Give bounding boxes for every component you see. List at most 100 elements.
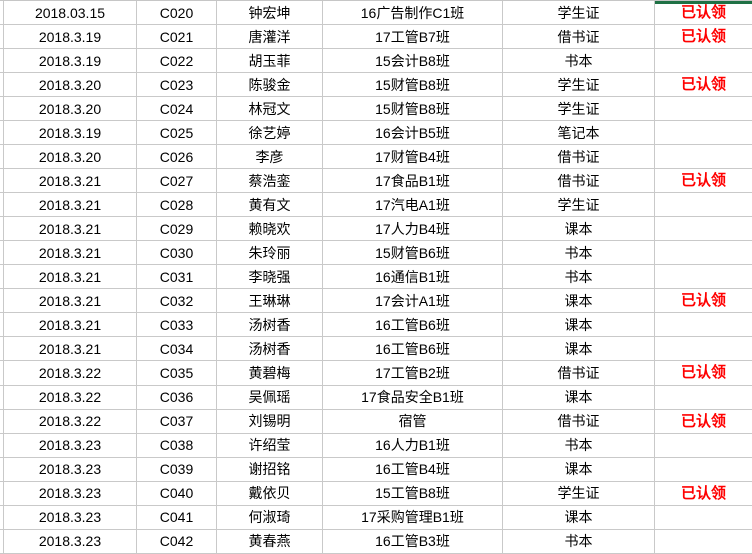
cell-name[interactable]: 钟宏坤 bbox=[217, 1, 323, 26]
cell-name[interactable]: 何淑琦 bbox=[217, 505, 323, 530]
cell-item[interactable]: 借书证 bbox=[503, 409, 655, 434]
cell-name[interactable]: 黄碧梅 bbox=[217, 361, 323, 386]
cell-class[interactable]: 15财管B8班 bbox=[323, 97, 503, 122]
cell-spacer[interactable] bbox=[0, 121, 4, 146]
cell-code[interactable]: C033 bbox=[137, 313, 217, 338]
cell-name[interactable]: 蔡浩銮 bbox=[217, 169, 323, 194]
cell-date[interactable]: 2018.3.23 bbox=[4, 481, 137, 506]
cell-spacer[interactable] bbox=[0, 385, 4, 410]
cell-date[interactable]: 2018.3.21 bbox=[4, 265, 137, 290]
cell-code[interactable]: C039 bbox=[137, 457, 217, 482]
cell-name[interactable]: 李晓强 bbox=[217, 265, 323, 290]
cell-class[interactable]: 15财管B8班 bbox=[323, 73, 503, 98]
cell-item[interactable]: 书本 bbox=[503, 529, 655, 554]
cell-code[interactable]: C027 bbox=[137, 169, 217, 194]
cell-code[interactable]: C031 bbox=[137, 265, 217, 290]
cell-code[interactable]: C030 bbox=[137, 241, 217, 266]
cell-date[interactable]: 2018.3.20 bbox=[4, 97, 137, 122]
cell-status[interactable] bbox=[655, 313, 752, 338]
cell-date[interactable]: 2018.3.20 bbox=[4, 73, 137, 98]
cell-class[interactable]: 17工管B2班 bbox=[323, 361, 503, 386]
cell-name[interactable]: 谢招铭 bbox=[217, 457, 323, 482]
cell-item[interactable]: 学生证 bbox=[503, 481, 655, 506]
cell-class[interactable]: 17食品B1班 bbox=[323, 169, 503, 194]
cell-class[interactable]: 17采购管理B1班 bbox=[323, 505, 503, 530]
cell-item[interactable]: 学生证 bbox=[503, 73, 655, 98]
cell-class[interactable]: 17财管B4班 bbox=[323, 145, 503, 170]
cell-status[interactable] bbox=[655, 49, 752, 74]
cell-spacer[interactable] bbox=[0, 217, 4, 242]
cell-status[interactable] bbox=[655, 337, 752, 362]
cell-item[interactable]: 课本 bbox=[503, 385, 655, 410]
cell-date[interactable]: 2018.03.15 bbox=[4, 1, 137, 26]
cell-date[interactable]: 2018.3.21 bbox=[4, 241, 137, 266]
cell-item[interactable]: 课本 bbox=[503, 289, 655, 314]
cell-class[interactable]: 17食品安全B1班 bbox=[323, 385, 503, 410]
cell-item[interactable]: 课本 bbox=[503, 217, 655, 242]
cell-class[interactable]: 15财管B6班 bbox=[323, 241, 503, 266]
cell-status[interactable] bbox=[655, 121, 752, 146]
cell-spacer[interactable] bbox=[0, 337, 4, 362]
cell-status[interactable] bbox=[655, 145, 752, 170]
cell-date[interactable]: 2018.3.22 bbox=[4, 409, 137, 434]
cell-spacer[interactable] bbox=[0, 361, 4, 386]
cell-status[interactable] bbox=[655, 386, 752, 410]
cell-date[interactable]: 2018.3.21 bbox=[4, 337, 137, 362]
cell-status[interactable] bbox=[655, 458, 752, 482]
cell-date[interactable]: 2018.3.23 bbox=[4, 505, 137, 530]
cell-status[interactable]: 已认领 bbox=[655, 73, 752, 98]
cell-name[interactable]: 胡玉菲 bbox=[217, 49, 323, 74]
cell-date[interactable]: 2018.3.23 bbox=[4, 529, 137, 554]
cell-name[interactable]: 陈骏金 bbox=[217, 73, 323, 98]
cell-code[interactable]: C029 bbox=[137, 217, 217, 242]
cell-date[interactable]: 2018.3.21 bbox=[4, 289, 137, 314]
cell-status[interactable] bbox=[655, 265, 752, 290]
cell-class[interactable]: 16工管B6班 bbox=[323, 313, 503, 338]
cell-spacer[interactable] bbox=[0, 73, 4, 98]
cell-spacer[interactable] bbox=[0, 313, 4, 338]
cell-spacer[interactable] bbox=[0, 145, 4, 170]
cell-status[interactable] bbox=[655, 193, 752, 218]
cell-name[interactable]: 许绍莹 bbox=[217, 433, 323, 458]
cell-status[interactable] bbox=[655, 434, 752, 458]
cell-item[interactable]: 课本 bbox=[503, 313, 655, 338]
cell-item[interactable]: 学生证 bbox=[503, 97, 655, 122]
cell-status[interactable] bbox=[655, 530, 752, 554]
cell-spacer[interactable] bbox=[0, 481, 4, 506]
cell-item[interactable]: 借书证 bbox=[503, 361, 655, 386]
cell-date[interactable]: 2018.3.21 bbox=[4, 217, 137, 242]
cell-item[interactable]: 书本 bbox=[503, 49, 655, 74]
cell-spacer[interactable] bbox=[0, 97, 4, 122]
cell-code[interactable]: C042 bbox=[137, 529, 217, 554]
cell-spacer[interactable] bbox=[0, 1, 4, 26]
cell-code[interactable]: C028 bbox=[137, 193, 217, 218]
cell-class[interactable]: 15工管B8班 bbox=[323, 481, 503, 506]
cell-date[interactable]: 2018.3.23 bbox=[4, 433, 137, 458]
cell-item[interactable]: 课本 bbox=[503, 337, 655, 362]
cell-status[interactable]: 已认领 bbox=[655, 1, 752, 26]
cell-date[interactable]: 2018.3.22 bbox=[4, 385, 137, 410]
cell-class[interactable]: 15会计B8班 bbox=[323, 49, 503, 74]
cell-status[interactable]: 已认领 bbox=[655, 361, 752, 386]
cell-name[interactable]: 李彦 bbox=[217, 145, 323, 170]
cell-item[interactable]: 借书证 bbox=[503, 145, 655, 170]
cell-class[interactable]: 16会计B5班 bbox=[323, 121, 503, 146]
cell-code[interactable]: C036 bbox=[137, 385, 217, 410]
cell-name[interactable]: 赖晓欢 bbox=[217, 217, 323, 242]
cell-status[interactable]: 已认领 bbox=[655, 25, 752, 50]
cell-spacer[interactable] bbox=[0, 409, 4, 434]
cell-spacer[interactable] bbox=[0, 241, 4, 266]
cell-spacer[interactable] bbox=[0, 265, 4, 290]
cell-class[interactable]: 16通信B1班 bbox=[323, 265, 503, 290]
cell-name[interactable]: 汤树香 bbox=[217, 337, 323, 362]
cell-code[interactable]: C021 bbox=[137, 25, 217, 50]
cell-date[interactable]: 2018.3.22 bbox=[4, 361, 137, 386]
cell-spacer[interactable] bbox=[0, 25, 4, 50]
cell-class[interactable]: 17工管B7班 bbox=[323, 25, 503, 50]
cell-name[interactable]: 戴依贝 bbox=[217, 481, 323, 506]
cell-date[interactable]: 2018.3.21 bbox=[4, 313, 137, 338]
cell-name[interactable]: 朱玲丽 bbox=[217, 241, 323, 266]
cell-item[interactable]: 书本 bbox=[503, 433, 655, 458]
cell-class[interactable]: 16工管B3班 bbox=[323, 529, 503, 554]
cell-class[interactable]: 16广告制作C1班 bbox=[323, 1, 503, 26]
